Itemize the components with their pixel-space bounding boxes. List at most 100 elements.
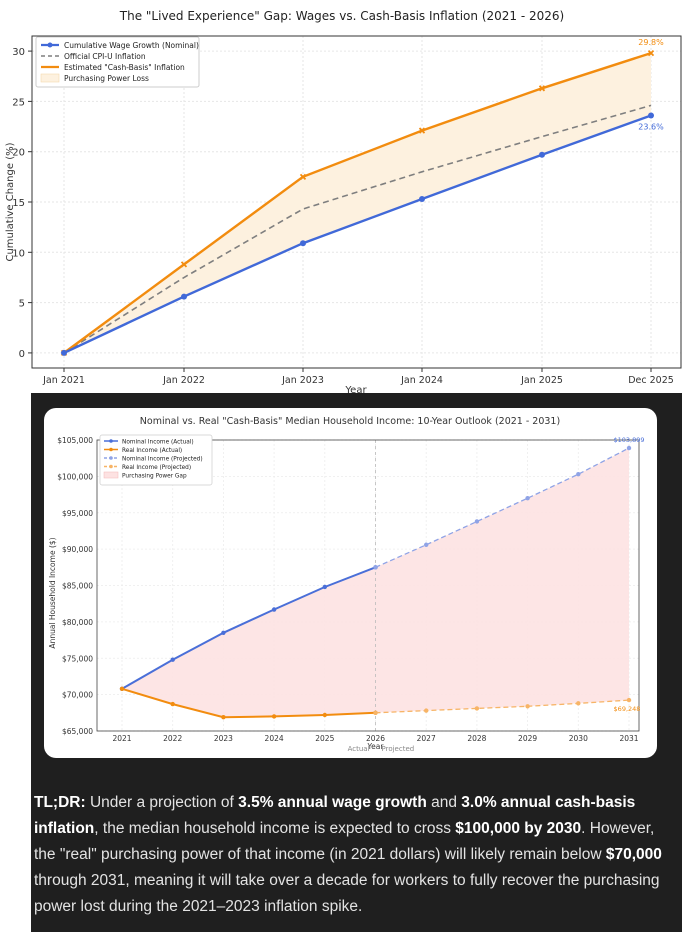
- legend-marker-real-income-actual: [109, 447, 113, 452]
- y-tick-label-80-000: $80,000: [62, 618, 93, 627]
- data-point-real-income-actual: [119, 686, 125, 692]
- y-tick-label-70-000: $70,000: [62, 691, 93, 700]
- data-point-nominal-income-projected: [373, 565, 378, 570]
- y-tick-label-0: 0: [19, 349, 25, 360]
- series-line-official-cpi-u-inflation: [63, 104, 652, 354]
- y-tick-label-20: 20: [12, 148, 25, 159]
- data-point-cash-basis: [299, 173, 307, 180]
- annotation-real-end: $69,248: [614, 705, 641, 713]
- data-point-real-income-projected: [474, 706, 480, 711]
- series-line-nominal-income-projected: [375, 447, 630, 568]
- wages-chart-panel: The "Lived Experience" Gap: Wages vs. Ca…: [0, 0, 685, 396]
- wages-vs-inflation-chart: The "Lived Experience" Gap: Wages vs. Ca…: [5, 9, 682, 396]
- data-point-cash-basis: [418, 127, 426, 134]
- legend-label-purchasing-power-gap: Purchasing Power Gap: [122, 473, 187, 479]
- legend-marker-real-income-projected: [109, 464, 113, 469]
- data-point-nominal-income-projected: [525, 496, 530, 501]
- y-tick-label-25: 25: [12, 97, 25, 108]
- series-line-estimated-cash-basis-inflation: [63, 51, 652, 354]
- x-tick-label-2022: 2022: [163, 734, 182, 743]
- legend-marker-wage: [47, 42, 53, 48]
- x-tick-label-2023: 2023: [214, 734, 233, 743]
- purchasing-power-loss-area: [64, 53, 651, 353]
- y-tick-label-15: 15: [12, 198, 25, 209]
- tldr-bold-100k: $100,000 by 2030: [455, 820, 582, 837]
- series-line-real-income-actual: [121, 687, 376, 719]
- legend: Cumulative Wage Growth (Nominal) Official…: [35, 36, 200, 88]
- tldr-bold-wage-growth: 3.5% annual wage growth: [238, 794, 427, 811]
- annotation-wage-end: 23.6%: [638, 122, 664, 131]
- legend-label-purchasing-power-loss: Purchasing Power Loss: [64, 74, 149, 83]
- tldr-bold-inflation: 3.0% annual cash-basis inflation: [34, 794, 636, 837]
- data-point-real-income-projected: [525, 704, 530, 709]
- legend-box: [99, 434, 213, 486]
- y-tick-label-105-000: $105,000: [57, 436, 93, 445]
- x-tick-label-jan-2025: Jan 2025: [520, 375, 563, 386]
- x-axis-label: Year: [344, 385, 367, 393]
- divider-label-projected: Projected: [382, 745, 415, 753]
- data-point-nominal-income-projected: [576, 471, 581, 477]
- series-line-cumulative-wage-growth-nominal: [63, 114, 652, 354]
- data-point-nominal-income-projected: [474, 519, 480, 524]
- series-line-nominal-income-actual: [121, 566, 376, 690]
- annotation-cash-basis-end: 29.8%: [638, 38, 664, 47]
- x-tick-label-2025: 2025: [315, 734, 334, 743]
- purchasing-power-gap-area: [122, 448, 629, 718]
- data-point-real-income-projected: [576, 701, 581, 706]
- annotation-nominal-end: $103,899: [613, 436, 644, 444]
- y-tick-label-30: 30: [12, 47, 25, 58]
- data-point-nominal-income-actual: [322, 584, 327, 590]
- y-tick-label-10: 10: [12, 248, 25, 259]
- tldr-bold-70k: $70,000: [605, 846, 662, 863]
- data-point-wage: [300, 240, 306, 247]
- data-point-real-income-actual: [170, 701, 175, 707]
- data-point-real-income-actual: [221, 714, 226, 720]
- data-point-nominal-income-projected: [626, 445, 632, 451]
- data-point-real-income-projected: [373, 710, 378, 716]
- y-tick-label-90-000: $90,000: [62, 545, 93, 554]
- x-tick-label-jan-2022: Jan 2022: [162, 375, 205, 386]
- tldr-paragraph: TL;DR: Under a projection of 3.5% annual…: [34, 790, 674, 920]
- x-tick-label-2026: 2026: [366, 734, 385, 743]
- x-tick-label-dec-2025: Dec 2025: [628, 375, 674, 386]
- legend-swatch-gap: [103, 471, 119, 479]
- y-tick-label-5: 5: [19, 299, 25, 310]
- x-tick-label-2027: 2027: [417, 734, 436, 743]
- y-tick-label-65-000: $65,000: [62, 727, 93, 736]
- data-point-real-income-projected: [626, 697, 632, 703]
- y-tick-label-95-000: $95,000: [62, 509, 93, 518]
- x-tick-label-2031: 2031: [619, 734, 638, 743]
- legend-label-official-cpi-u-inflation: Official CPI-U Inflation: [64, 52, 146, 61]
- x-tick-label-jan-2024: Jan 2024: [400, 375, 443, 386]
- x-tick-label-jan-2021: Jan 2021: [42, 375, 85, 386]
- legend-marker-nominal-income-actual: [109, 439, 113, 443]
- data-point-wage: [61, 349, 67, 356]
- tldr-text-2: and: [426, 794, 462, 811]
- chart-title: Nominal vs. Real "Cash-Basis" Median Hou…: [140, 416, 560, 427]
- tldr-text-4: . However, the "real" purchasing power o…: [34, 820, 655, 863]
- y-tick-label-100-000: $100,000: [57, 472, 93, 481]
- data-point-real-income-projected: [424, 708, 429, 713]
- x-tick-label-2028: 2028: [467, 734, 486, 743]
- data-point-cash-basis: [647, 49, 655, 57]
- x-axis-label: Year: [367, 742, 385, 751]
- household-income-chart: Nominal vs. Real "Cash-Basis" Median Hou…: [48, 416, 645, 753]
- divider-label-actual: Actual: [348, 745, 370, 753]
- legend-label-real-income-projected: Real Income (Projected): [122, 465, 191, 471]
- tldr-text-5: through 2031, meaning it will take over …: [34, 872, 660, 915]
- legend-label-real-income-actual: Real Income (Actual): [122, 448, 182, 454]
- y-axis-label: Annual Household Income ($): [48, 537, 57, 648]
- data-point-cash-basis: [180, 261, 188, 268]
- data-point-real-income-actual: [322, 712, 327, 718]
- tldr-text-3: , the median household income is expecte…: [94, 820, 456, 837]
- data-point-wage: [419, 195, 425, 202]
- x-tick-label-2029: 2029: [518, 734, 537, 743]
- series-line-real-income-projected: [375, 699, 630, 714]
- y-tick-label-85-000: $85,000: [62, 582, 93, 591]
- tldr-label: TL;DR:: [34, 794, 86, 811]
- y-tick-label-75-000: $75,000: [62, 654, 93, 663]
- tldr-text-1: Under a projection of: [85, 794, 239, 811]
- legend-box: [35, 36, 200, 88]
- plot-frame: [96, 439, 640, 732]
- x-tick-label-2030: 2030: [569, 734, 588, 743]
